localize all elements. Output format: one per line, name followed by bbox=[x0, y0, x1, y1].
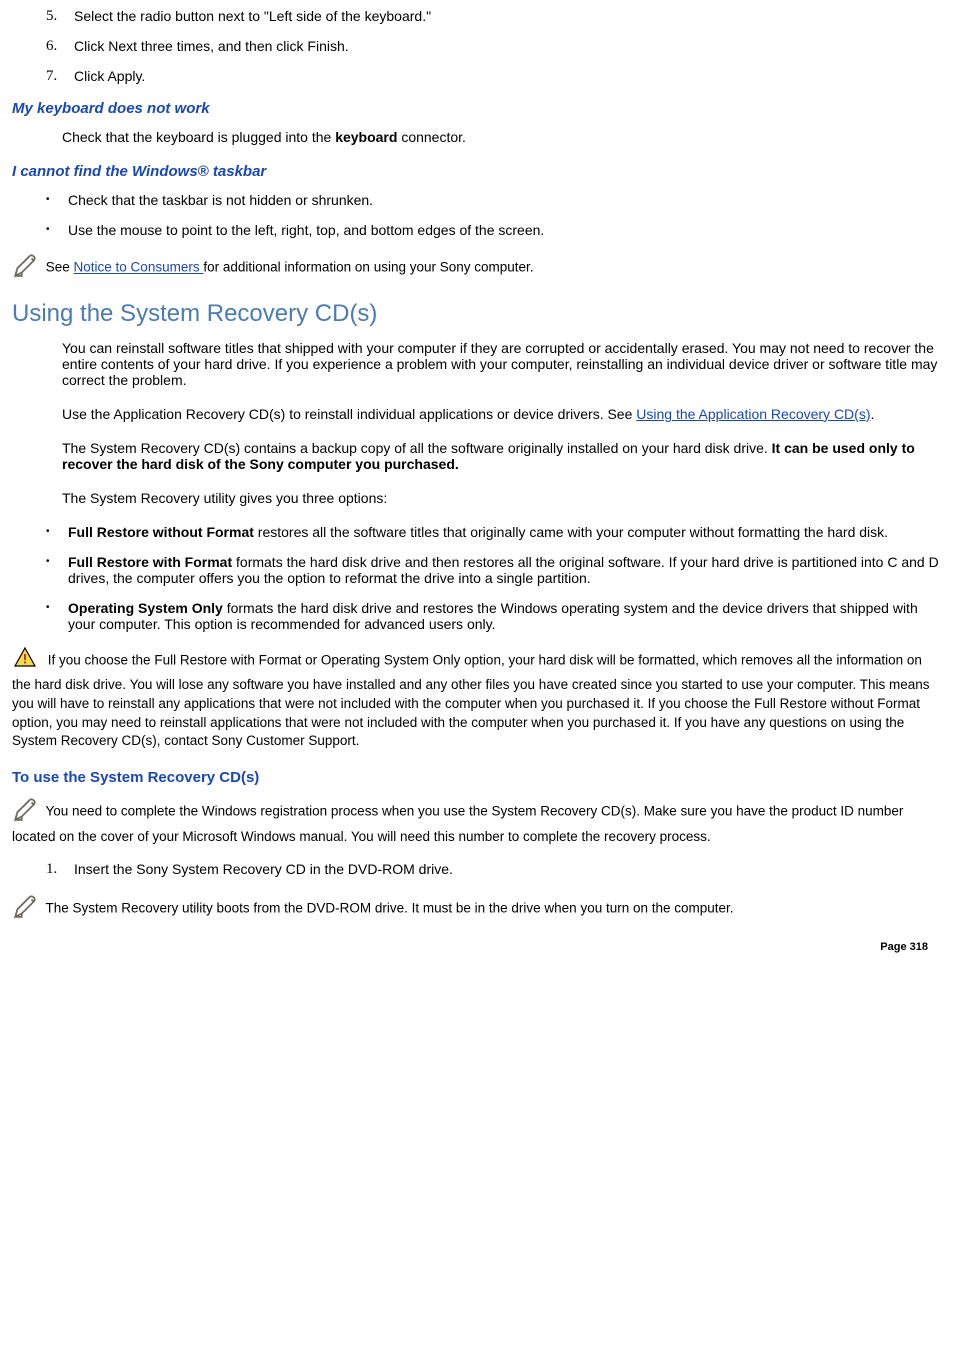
step-7: Click Apply. bbox=[46, 68, 942, 84]
numbered-steps-top: Select the radio button next to "Left si… bbox=[12, 8, 942, 84]
note3-text: The System Recovery utility boots from t… bbox=[42, 901, 734, 916]
option-os-only: Operating System Only formats the hard d… bbox=[42, 600, 942, 632]
note-boot: The System Recovery utility boots from t… bbox=[12, 893, 942, 925]
keyboard-pre: Check that the keyboard is plugged into … bbox=[62, 129, 335, 145]
pen-path bbox=[15, 255, 35, 276]
opt1-rest: restores all the software titles that or… bbox=[254, 524, 888, 540]
option-full-without-format: Full Restore without Format restores all… bbox=[42, 524, 942, 540]
taskbar-bullet-1: Check that the taskbar is not hidden or … bbox=[42, 192, 942, 208]
pen-path-2 bbox=[15, 800, 35, 821]
opt1-bold: Full Restore without Format bbox=[68, 524, 254, 540]
notice-consumers-link[interactable]: Notice to Consumers bbox=[74, 260, 204, 275]
recovery-p3: The System Recovery CD(s) contains a bac… bbox=[62, 440, 942, 472]
recovery-p2: Use the Application Recovery CD(s) to re… bbox=[62, 406, 942, 422]
recovery-p2-post: . bbox=[871, 406, 875, 422]
recovery-options: Full Restore without Format restores all… bbox=[12, 524, 942, 632]
step-5: Select the radio button next to "Left si… bbox=[46, 8, 942, 24]
opt2-bold: Full Restore with Format bbox=[68, 554, 232, 570]
recovery-p3-pre: The System Recovery CD(s) contains a bac… bbox=[62, 440, 772, 456]
warn-mark-dot bbox=[24, 661, 26, 663]
recovery-p2-pre: Use the Application Recovery CD(s) to re… bbox=[62, 406, 636, 422]
keyboard-bold: keyboard bbox=[335, 129, 397, 145]
pen-note-icon-2 bbox=[12, 796, 38, 828]
option-full-with-format: Full Restore with Format formats the har… bbox=[42, 554, 942, 586]
pen-path-3 bbox=[15, 896, 35, 917]
taskbar-bullets: Check that the taskbar is not hidden or … bbox=[12, 192, 942, 238]
warning-block: If you choose the Full Restore with Form… bbox=[12, 646, 942, 751]
note1-post: for additional information on using your… bbox=[203, 260, 533, 275]
step-6: Click Next three times, and then click F… bbox=[46, 38, 942, 54]
step-insert-cd: Insert the Sony System Recovery CD in th… bbox=[46, 861, 942, 877]
app-recovery-link[interactable]: Using the Application Recovery CD(s) bbox=[636, 406, 870, 422]
opt3-bold: Operating System Only bbox=[68, 600, 223, 616]
note-registration: You need to complete the Windows registr… bbox=[12, 796, 942, 847]
recovery-p1: You can reinstall software titles that s… bbox=[62, 340, 942, 388]
warn-mark-bar bbox=[24, 654, 26, 660]
heading-taskbar: I cannot find the Windows® taskbar bbox=[12, 163, 942, 180]
page-number: Page 318 bbox=[880, 941, 928, 953]
pen-note-icon-3 bbox=[12, 893, 38, 925]
heading-keyboard-not-work: My keyboard does not work bbox=[12, 100, 942, 117]
warn-text: If you choose the Full Restore with Form… bbox=[12, 652, 930, 748]
insert-cd-steps: Insert the Sony System Recovery CD in th… bbox=[12, 861, 942, 877]
warning-triangle-icon bbox=[12, 646, 38, 676]
taskbar-bullet-2: Use the mouse to point to the left, righ… bbox=[42, 222, 942, 238]
main-heading-recovery: Using the System Recovery CD(s) bbox=[12, 300, 942, 328]
keyboard-paragraph: Check that the keyboard is plugged into … bbox=[62, 129, 942, 145]
note-consumers: See Notice to Consumers for additional i… bbox=[12, 252, 942, 284]
heading-to-use-cds: To use the System Recovery CD(s) bbox=[12, 769, 942, 786]
keyboard-tail: connector. bbox=[397, 129, 466, 145]
note2-text: You need to complete the Windows registr… bbox=[12, 804, 903, 844]
recovery-p4: The System Recovery utility gives you th… bbox=[62, 490, 942, 506]
note1-pre: See bbox=[42, 260, 74, 275]
pen-note-icon bbox=[12, 252, 38, 284]
